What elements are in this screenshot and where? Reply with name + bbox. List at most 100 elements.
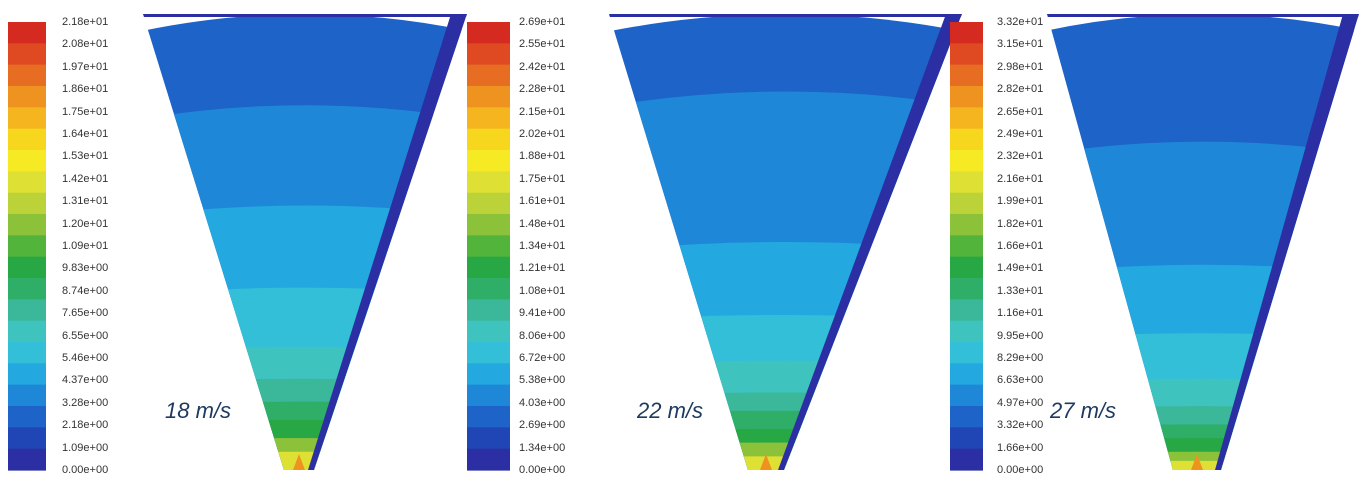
legend-tick-label: 3.15e+01: [997, 38, 1044, 51]
contour-panel-3: 3.32e+01 3.15e+01 2.98e+01 2.82e+01 2.65e+01…: [945, 0, 1359, 481]
legend-tick-label: 1.88e+01: [519, 150, 566, 163]
legend-swatch: [950, 150, 983, 172]
legend-tick-label: 2.49e+01: [997, 128, 1044, 140]
legend-tick-label: 1.82e+01: [997, 217, 1044, 230]
legend-tick-label: 1.61e+01: [519, 195, 566, 208]
legend-tick-label: 4.97e+00: [997, 396, 1044, 409]
legend-swatch: [8, 43, 46, 66]
legend-swatch: [467, 427, 510, 450]
legend-tick-label: 1.49e+01: [997, 262, 1044, 275]
legend-swatch: [467, 448, 510, 471]
legend-tick-label: 1.64e+01: [62, 128, 109, 140]
velocity-label: 27 m/s: [1050, 398, 1117, 423]
legend-swatch: [8, 192, 46, 215]
legend-swatch: [467, 406, 510, 428]
legend-swatch: [467, 64, 510, 87]
legend-tick-label: 1.09e+00: [62, 441, 109, 454]
velocity-label: 18 m/s: [165, 398, 232, 423]
legend-tick-label: 5.46e+00: [62, 352, 109, 364]
legend-swatch: [8, 299, 46, 322]
legend-tick-label: 1.42e+01: [62, 172, 109, 185]
legend-tick-label: 3.32e+01: [997, 16, 1044, 28]
legend-tick-label: 3.32e+00: [997, 419, 1044, 432]
contour-wall-top: [609, 14, 962, 17]
legend-tick-label: 0.00e+00: [519, 464, 566, 476]
contour-hotspot: [293, 454, 305, 470]
legend-swatch: [8, 86, 46, 108]
legend-swatch: [467, 235, 510, 258]
legend-tick-label: 2.15e+01: [519, 105, 566, 118]
legend-swatch: [467, 214, 510, 236]
legend-swatch: [467, 384, 510, 407]
legend-swatch: [950, 64, 983, 87]
velocity-label: 22 m/s: [637, 398, 704, 423]
legend-swatch: [8, 448, 46, 471]
legend-tick-label: 9.95e+00: [997, 329, 1044, 342]
legend-swatch: [467, 128, 510, 151]
legend-tick-label: 2.32e+01: [997, 150, 1044, 163]
legend-tick-label: 1.09e+01: [62, 240, 109, 252]
legend-tick-label: 0.00e+00: [997, 464, 1044, 476]
legend-swatch: [8, 150, 46, 172]
legend-swatch: [950, 406, 983, 428]
legend-tick-label: 7.65e+00: [62, 307, 109, 320]
contour-band: [143, 451, 467, 470]
legend-tick-label: 2.16e+01: [997, 172, 1044, 185]
legend-swatch: [8, 171, 46, 194]
legend-swatch: [8, 384, 46, 407]
contour-hotspot: [1191, 454, 1203, 470]
legend-tick-label: 1.99e+01: [997, 195, 1044, 208]
legend-tick-label: 1.97e+01: [62, 60, 109, 73]
legend-tick-label: 6.72e+00: [519, 352, 566, 364]
legend-tick-label: 9.83e+00: [62, 262, 109, 275]
legend-swatch: [950, 192, 983, 215]
contour-region: [609, 14, 962, 470]
legend-swatch: [950, 448, 983, 471]
legend-tick-label: 2.55e+01: [519, 38, 566, 51]
legend-tick-label: 1.75e+01: [519, 172, 566, 185]
legend-tick-label: 1.08e+01: [519, 284, 566, 297]
legend-swatch: [950, 86, 983, 108]
legend-tick-label: 1.48e+01: [519, 217, 566, 230]
legend-tick-label: 2.98e+01: [997, 60, 1044, 73]
legend-swatch: [467, 299, 510, 322]
legend-tick-label: 1.20e+01: [62, 217, 109, 230]
legend-swatch: [467, 22, 510, 44]
legend-tick-label: 2.69e+00: [519, 419, 566, 432]
legend-swatch: [467, 363, 510, 386]
legend-tick-label: 9.41e+00: [519, 307, 566, 320]
legend-tick-label: 2.08e+01: [62, 38, 109, 51]
legend-swatch: [8, 214, 46, 236]
legend-tick-label: 2.42e+01: [519, 60, 566, 73]
legend-swatch: [467, 256, 510, 279]
legend-tick-label: 2.82e+01: [997, 83, 1044, 96]
legend-swatch: [950, 128, 983, 151]
legend-tick-label: 1.33e+01: [997, 284, 1044, 297]
legend-tick-label: 3.28e+00: [62, 396, 109, 409]
contour-svg-1: [8, 14, 467, 471]
legend-swatch: [467, 320, 510, 343]
legend-swatch: [8, 128, 46, 151]
legend-tick-label: 1.31e+01: [62, 195, 109, 208]
legend-swatch: [467, 86, 510, 108]
legend-tick-label: 2.02e+01: [519, 128, 566, 140]
contour-wall-right: [778, 14, 962, 470]
legend-swatch: [950, 256, 983, 279]
legend-swatch: [950, 171, 983, 194]
legend-tick-label: 1.34e+01: [519, 240, 566, 252]
legend-swatch: [467, 342, 510, 364]
contour-panel-1: 2.18e+01 2.08e+01 1.97e+01 1.86e+01 1.75e+01…: [0, 0, 477, 481]
legend-tick-label: 1.16e+01: [997, 307, 1044, 320]
legend-swatch: [8, 320, 46, 343]
legend-tick-label: 1.86e+01: [62, 83, 109, 96]
legend-tick-label: 6.55e+00: [62, 329, 109, 342]
legend-tick-label: 2.18e+01: [62, 16, 109, 28]
legend-tick-label: 4.03e+00: [519, 396, 566, 409]
legend-swatch: [8, 363, 46, 386]
contour-wall-top: [1047, 14, 1359, 17]
contour-wall-top: [143, 14, 467, 17]
contour-svg-2: [467, 14, 962, 471]
legend-swatch: [467, 150, 510, 172]
legend-swatch: [950, 107, 983, 130]
legend-swatch: [8, 64, 46, 87]
